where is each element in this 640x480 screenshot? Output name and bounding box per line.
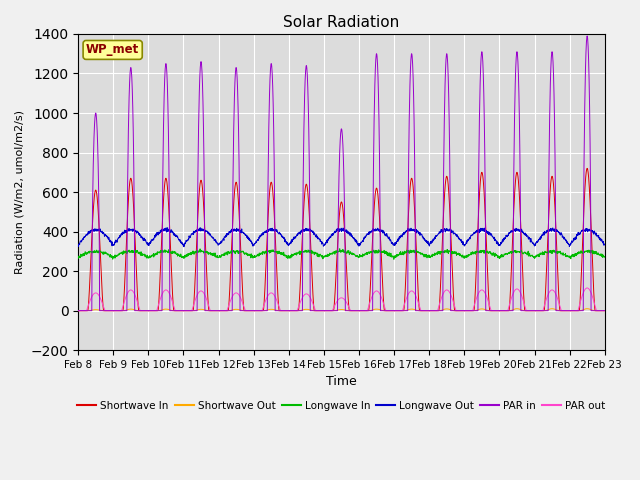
Text: WP_met: WP_met [86,43,140,57]
Title: Solar Radiation: Solar Radiation [284,15,399,30]
Y-axis label: Radiation (W/m2, umol/m2/s): Radiation (W/m2, umol/m2/s) [15,110,25,274]
Legend: Shortwave In, Shortwave Out, Longwave In, Longwave Out, PAR in, PAR out: Shortwave In, Shortwave Out, Longwave In… [73,396,610,415]
X-axis label: Time: Time [326,375,357,388]
